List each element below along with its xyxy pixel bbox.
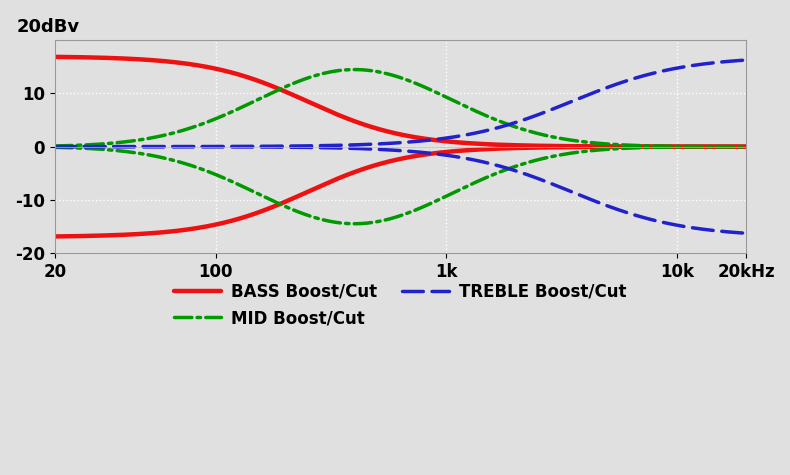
TREBLE Boost/Cut xyxy=(653,69,663,75)
BASS Boost/Cut xyxy=(50,54,59,60)
TREBLE Boost/Cut xyxy=(742,57,751,63)
TREBLE Boost/Cut xyxy=(345,142,355,148)
TREBLE Boost/Cut xyxy=(129,144,138,150)
MID Boost/Cut xyxy=(170,130,179,135)
TREBLE Boost/Cut xyxy=(728,58,737,64)
Line: TREBLE Boost/Cut: TREBLE Boost/Cut xyxy=(55,60,747,147)
TREBLE Boost/Cut xyxy=(315,143,325,149)
MID Boost/Cut xyxy=(728,144,738,150)
MID Boost/Cut xyxy=(345,67,355,73)
BASS Boost/Cut xyxy=(742,144,751,150)
MID Boost/Cut xyxy=(315,71,325,77)
BASS Boost/Cut xyxy=(345,117,355,123)
BASS Boost/Cut xyxy=(653,144,663,150)
TREBLE Boost/Cut xyxy=(50,144,59,150)
MID Boost/Cut xyxy=(350,66,359,72)
BASS Boost/Cut xyxy=(728,144,737,150)
TREBLE Boost/Cut xyxy=(170,144,179,150)
Line: MID Boost/Cut: MID Boost/Cut xyxy=(55,69,747,147)
Line: BASS Boost/Cut: BASS Boost/Cut xyxy=(55,57,747,147)
BASS Boost/Cut xyxy=(170,59,179,65)
MID Boost/Cut xyxy=(50,143,59,149)
Text: 20dBv: 20dBv xyxy=(17,18,80,36)
BASS Boost/Cut xyxy=(315,104,325,110)
Legend: BASS Boost/Cut, MID Boost/Cut, TREBLE Boost/Cut: BASS Boost/Cut, MID Boost/Cut, TREBLE Bo… xyxy=(167,276,633,334)
MID Boost/Cut xyxy=(129,138,138,143)
MID Boost/Cut xyxy=(742,144,751,150)
MID Boost/Cut xyxy=(653,143,663,149)
BASS Boost/Cut xyxy=(129,56,138,62)
